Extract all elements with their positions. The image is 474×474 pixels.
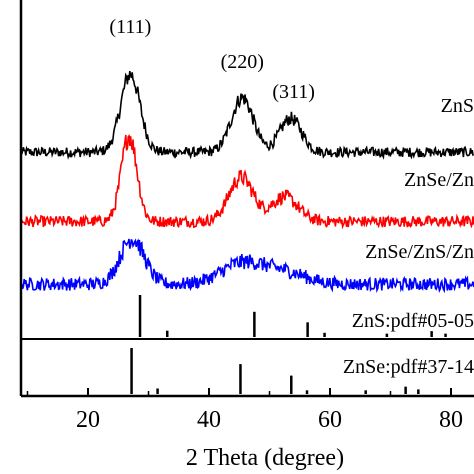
x-tick-label: 40 [197,407,221,433]
x-tick-label: 60 [318,407,342,433]
reference-label-1: ZnSe:pdf#37-14 [343,356,474,378]
peak-label-0: (111) [109,16,151,38]
diffraction-patterns: ZnS ZnSe/Zn ZnSe/ZnS/Zn [20,70,474,294]
reference-patterns: ZnS:pdf#05-05 ZnSe:pdf#37-14 [130,295,474,394]
series-line-1 [20,133,474,230]
x-tick-label: 20 [76,407,100,433]
peak-label-2: (311) [272,81,315,103]
axes [19,0,474,398]
series-label-2: ZnSe/ZnS/Zn [365,241,474,263]
x-axis-label: 2 Theta (degree) [186,445,344,471]
x-ticks: 20 40 60 80 [26,388,463,433]
x-tick-label: 80 [439,407,463,433]
reference-label-0: ZnS:pdf#05-05 [352,310,474,332]
series-line-0 [20,70,474,160]
peak-label-1: (220) [221,51,264,73]
series-label-0: ZnS [441,95,474,117]
series-line-2 [20,238,474,294]
series-label-1: ZnSe/Zn [404,169,474,191]
peak-labels: (111) (220) (311) [109,16,315,103]
